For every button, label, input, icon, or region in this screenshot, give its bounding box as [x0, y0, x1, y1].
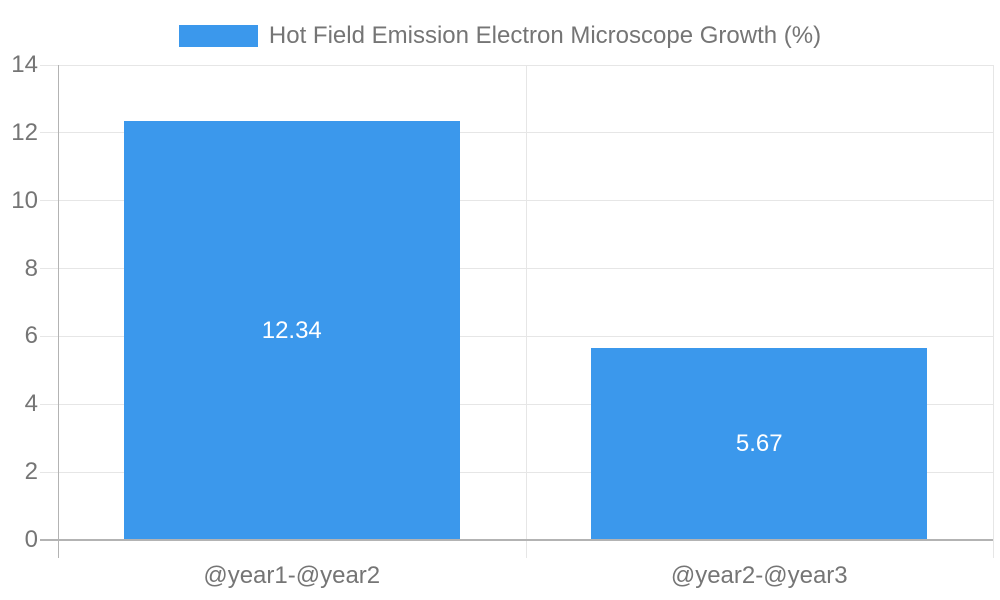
y-tick-label: 4 [24, 390, 38, 418]
y-tick-label: 6 [24, 322, 38, 350]
legend: Hot Field Emission Electron Microscope G… [0, 22, 1000, 49]
plot-right-border [993, 65, 994, 558]
gridline [40, 403, 993, 405]
gridline [40, 335, 993, 337]
y-tick-label: 8 [24, 254, 38, 282]
legend-label: Hot Field Emission Electron Microscope G… [268, 22, 822, 49]
y-tick-label: 2 [24, 458, 38, 486]
bar-value-label: 12.34 [261, 316, 322, 344]
y-tick-label: 14 [11, 51, 38, 78]
legend-swatch [178, 25, 258, 47]
y-tick-label: 10 [11, 186, 38, 214]
gridline [40, 268, 993, 270]
plot-divider-line [525, 65, 527, 558]
bar-value-label: 5.67 [735, 429, 783, 457]
gridline [40, 132, 993, 134]
gridline [40, 471, 993, 473]
x-category-label: @year2-@year3 [670, 562, 848, 589]
x-category-label: @year1-@year2 [203, 562, 381, 589]
bar [591, 347, 928, 539]
gridline [40, 64, 993, 66]
y-tick-label: 0 [24, 526, 38, 553]
y-tick-label: 12 [11, 118, 38, 146]
bar [123, 121, 460, 539]
y-axis-line [58, 65, 59, 558]
gridline [40, 200, 993, 202]
zero-axis-line [40, 539, 993, 541]
